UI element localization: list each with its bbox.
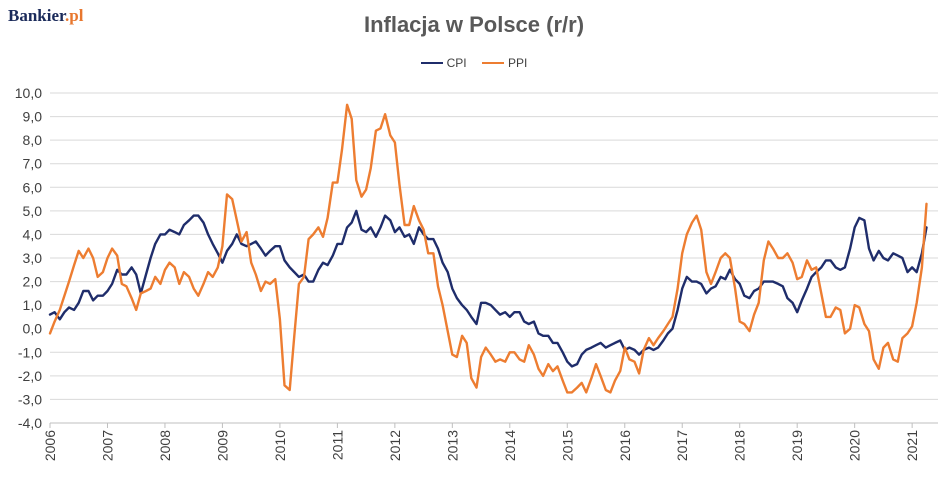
chart-title: Inflacja w Polsce (r/r) [363, 12, 585, 37]
legend-swatch-ppi [482, 62, 504, 64]
logo-brand: Bankier [8, 6, 66, 25]
x-tick-label: 2013 [444, 430, 460, 461]
y-tick-label: 2,0 [23, 274, 43, 290]
y-tick-label: -1,0 [18, 344, 42, 360]
x-axis-ticks: 2006 2007 2008 2009 2010 2011 2012 2013 2014 2015… [42, 423, 920, 461]
chart-legend: CPI PPI [0, 53, 948, 70]
legend-item-ppi: PPI [482, 56, 527, 70]
x-tick-label: 2011 [329, 430, 345, 460]
x-tick-label: 2008 [157, 430, 173, 461]
series-line-ppi [48, 103, 928, 394]
y-axis-ticks: -4,0 -3,0 -2,0 -1,0 0,0 1,0 2,0 3,0 4,0 5,0 6,0 7,0… [15, 85, 42, 431]
x-tick-label: 2006 [42, 430, 58, 461]
legend-label-cpi: CPI [446, 56, 467, 70]
series-line-cpi [48, 209, 928, 368]
x-tick-label: 2019 [789, 430, 805, 461]
y-tick-label: 5,0 [23, 203, 43, 219]
x-tick-label: 2018 [732, 430, 748, 461]
x-tick-label: 2007 [99, 430, 115, 461]
series-lines [48, 103, 928, 394]
x-tick-label: 2012 [387, 430, 403, 461]
x-tick-label: 2009 [214, 430, 230, 461]
legend-item-cpi: CPI [420, 56, 467, 70]
gridlines [50, 92, 938, 424]
x-tick-label: 2015 [559, 430, 575, 461]
y-tick-label: 4,0 [23, 226, 43, 242]
x-tick-label: 2020 [847, 430, 863, 461]
y-tick-label: 6,0 [23, 179, 43, 195]
bankier-logo: Bankier.pl [8, 6, 83, 26]
y-tick-label: -3,0 [18, 391, 42, 407]
legend-label-ppi: PPI [508, 56, 528, 70]
y-tick-label: 8,0 [23, 132, 43, 148]
y-tick-label: 10,0 [15, 85, 42, 101]
legend-swatch-cpi [420, 62, 443, 64]
y-tick-label: -4,0 [18, 415, 42, 431]
x-tick-label: 2016 [617, 430, 633, 461]
y-tick-label: 3,0 [23, 250, 43, 266]
y-tick-label: 9,0 [23, 109, 43, 125]
y-tick-label: 0,0 [23, 321, 43, 337]
y-tick-label: -2,0 [18, 368, 42, 384]
logo-domain: .pl [65, 6, 84, 25]
x-tick-label: 2017 [674, 430, 690, 461]
y-tick-label: 1,0 [23, 297, 43, 313]
y-tick-label: 7,0 [23, 156, 43, 172]
x-tick-label: 2021 [904, 430, 920, 461]
x-tick-label: 2014 [502, 430, 518, 461]
x-tick-label: 2010 [272, 430, 288, 461]
